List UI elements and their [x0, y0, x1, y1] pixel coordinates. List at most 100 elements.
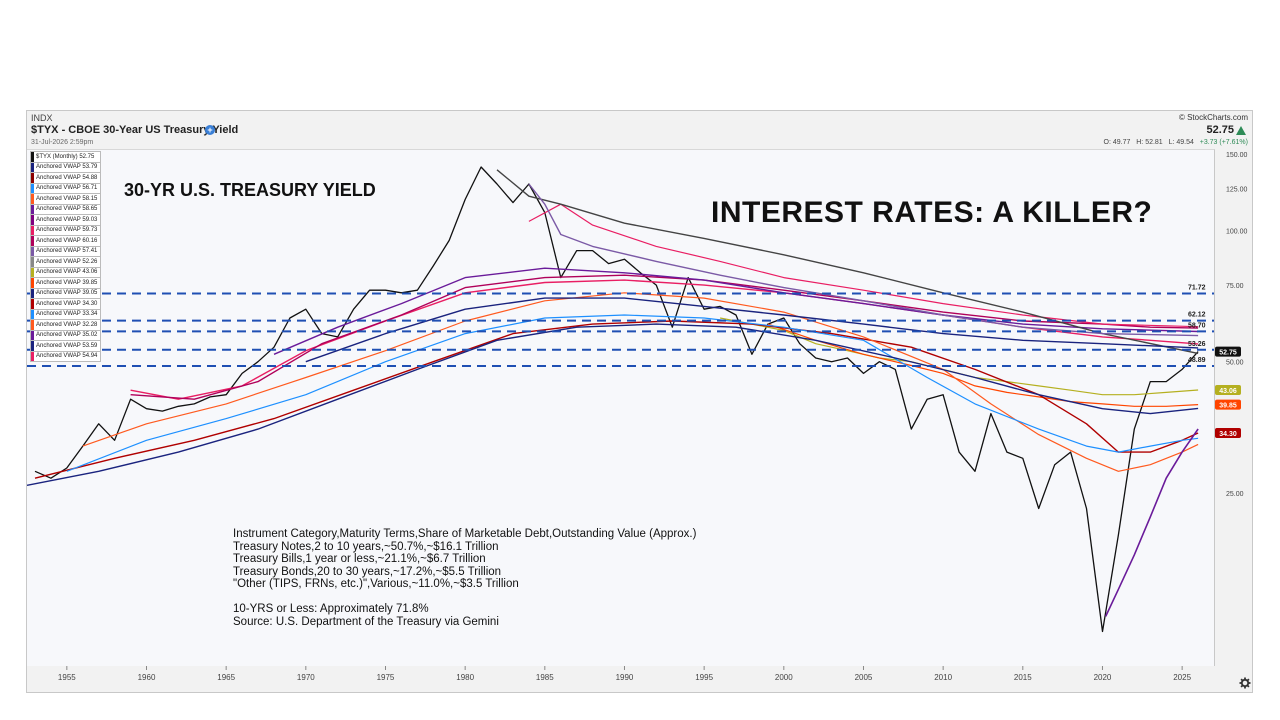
- low-value: 49.54: [1176, 139, 1194, 146]
- x-tick-label: 2020: [1094, 673, 1112, 682]
- legend-label: Anchored VWAP 53.59: [36, 342, 98, 349]
- legend-label: Anchored VWAP 53.79: [36, 164, 98, 171]
- price-tag-label: 52.75: [1219, 350, 1237, 357]
- series-line: [528, 203, 1199, 328]
- x-tick-label: 2015: [1014, 673, 1032, 682]
- info-icon[interactable]: +: [205, 125, 215, 135]
- debt-text-line: [233, 591, 696, 604]
- legend-item[interactable]: Anchored VWAP 54.94: [30, 350, 101, 362]
- legend-swatch: [31, 320, 34, 330]
- overlay-right-title: INTEREST RATES: A KILLER?: [711, 196, 1153, 229]
- legend-swatch: [31, 162, 34, 172]
- legend-label: Anchored VWAP 58.65: [36, 206, 98, 213]
- x-tick-label: 1985: [536, 673, 554, 682]
- legend-label: Anchored VWAP 57.41: [36, 248, 98, 255]
- y-tick-label: 50.00: [1226, 360, 1244, 367]
- series-line: [82, 292, 1199, 472]
- y-tick-label: 75.00: [1226, 283, 1244, 290]
- price-chart-svg[interactable]: 1955 1960 1965 1970 1975 1980 1985 1990 1995 2000…: [27, 150, 1254, 694]
- price-tag: [1215, 427, 1241, 438]
- legend-swatch: [31, 309, 34, 319]
- x-tick-label: 1960: [138, 673, 156, 682]
- legend: $TYX (Monthly) 52.75 Anchored VWAP 53.79 A…: [30, 151, 101, 362]
- legend-swatch: [31, 267, 34, 277]
- low-label: L:: [1168, 139, 1175, 146]
- legend-label: Anchored VWAP 52.26: [36, 258, 98, 265]
- chart-panel: INDX $TYX - CBOE 30-Year US Treasury Yie…: [26, 110, 1253, 693]
- legend-label: Anchored VWAP 59.03: [36, 216, 98, 223]
- legend-swatch: [31, 225, 34, 235]
- x-tick-label: 1990: [616, 673, 634, 682]
- debt-text-line: Treasury Notes,2 to 10 years,~50.7%,~$16…: [233, 540, 499, 553]
- series-line: [305, 297, 1199, 363]
- plot-area[interactable]: 1955 1960 1965 1970 1975 1980 1985 1990 1995 2000…: [27, 149, 1248, 682]
- legend-label: Anchored VWAP 39.05: [36, 290, 98, 297]
- legend-label: Anchored VWAP 34.30: [36, 300, 98, 307]
- y-tick-label: 100.00: [1226, 229, 1248, 236]
- price-tag-label: 39.85: [1219, 403, 1237, 410]
- level-label: 71.72: [1188, 285, 1206, 292]
- chart-date: 31-Jul-2026 2:59pm: [31, 139, 94, 146]
- debt-text-line: 10-YRS or Less: Approximately 71.8%: [233, 603, 429, 615]
- y-tick-label: 25.00: [1226, 491, 1244, 498]
- y-tick-label: 125.00: [1226, 186, 1248, 193]
- x-tick-label: 2000: [775, 673, 793, 682]
- legend-label: Anchored VWAP 60.16: [36, 237, 98, 244]
- debt-text-line: Source: U.S. Department of the Treasury …: [233, 615, 499, 628]
- stockcharts-credit[interactable]: © StockCharts.com: [1178, 113, 1248, 122]
- x-tick-label: 1970: [297, 673, 315, 682]
- y-tick-label: 150.00: [1226, 152, 1248, 159]
- series-line: [66, 314, 1199, 472]
- series-line: [273, 267, 1199, 355]
- legend-swatch: [31, 330, 34, 340]
- series-line: [130, 279, 1199, 400]
- legend-swatch: [31, 173, 34, 183]
- level-label: 53.26: [1188, 341, 1206, 348]
- ohlc-readout: O: 49.77 H: 52.81 L: 49.54 +3.73 (+7.61%…: [1104, 139, 1248, 146]
- legend-label: $TYX (Monthly) 52.75: [36, 153, 95, 160]
- price-tag: [1215, 384, 1241, 395]
- legend-label: Anchored VWAP 35.02: [36, 332, 98, 339]
- series-line: [496, 169, 1199, 355]
- debt-text-line: Instrument Category,Maturity Terms,Share…: [233, 528, 697, 540]
- x-tick-label: 1980: [456, 673, 474, 682]
- legend-swatch: [31, 288, 34, 298]
- gear-icon[interactable]: [1239, 677, 1251, 689]
- x-tick-label: 2010: [934, 673, 952, 682]
- series-line: [34, 166, 1199, 633]
- legend-label: Anchored VWAP 33.34: [36, 311, 98, 318]
- series-line: [34, 320, 1199, 479]
- legend-label: Anchored VWAP 54.94: [36, 353, 98, 360]
- legend-swatch: [31, 278, 34, 288]
- change-value: +3.73 (+7.61%): [1199, 139, 1248, 146]
- x-tick-label: 1975: [377, 673, 395, 682]
- legend-swatch: [31, 341, 34, 351]
- legend-label: Anchored VWAP 59.73: [36, 227, 98, 234]
- legend-swatch: [31, 204, 34, 214]
- x-tick-label: 1965: [217, 673, 235, 682]
- series-line: [1104, 428, 1199, 617]
- legend-swatch: [31, 299, 34, 309]
- last-price: 52.75: [1206, 124, 1234, 136]
- legend-label: Anchored VWAP 58.15: [36, 195, 98, 202]
- legend-swatch: [31, 194, 34, 204]
- open-value: 49.77: [1112, 139, 1131, 146]
- chart-title: $TYX - CBOE 30-Year US Treasury Yield: [31, 124, 239, 136]
- legend-swatch: [31, 246, 34, 256]
- legend-swatch: [31, 236, 34, 246]
- level-label: 48.89: [1188, 357, 1206, 364]
- x-tick-label: 2025: [1173, 673, 1191, 682]
- legend-swatch: [31, 152, 34, 162]
- price-tag: [1215, 346, 1241, 357]
- legend-label: Anchored VWAP 56.71: [36, 185, 98, 192]
- level-label: 58.70: [1188, 322, 1206, 329]
- legend-swatch: [31, 257, 34, 267]
- debt-share-text: Instrument Category,Maturity Terms,Share…: [233, 528, 696, 628]
- debt-text-line: "Other (TIPS, FRNs, etc.)",Various,~11.0…: [233, 578, 519, 590]
- series-line: [767, 323, 1199, 407]
- legend-label: Anchored VWAP 43.06: [36, 269, 98, 276]
- price-tag: [1215, 399, 1241, 410]
- overlay-left-title: 30-YR U.S. TREASURY YIELD: [124, 180, 376, 200]
- up-arrow-icon: [1236, 126, 1246, 135]
- legend-swatch: [31, 351, 34, 361]
